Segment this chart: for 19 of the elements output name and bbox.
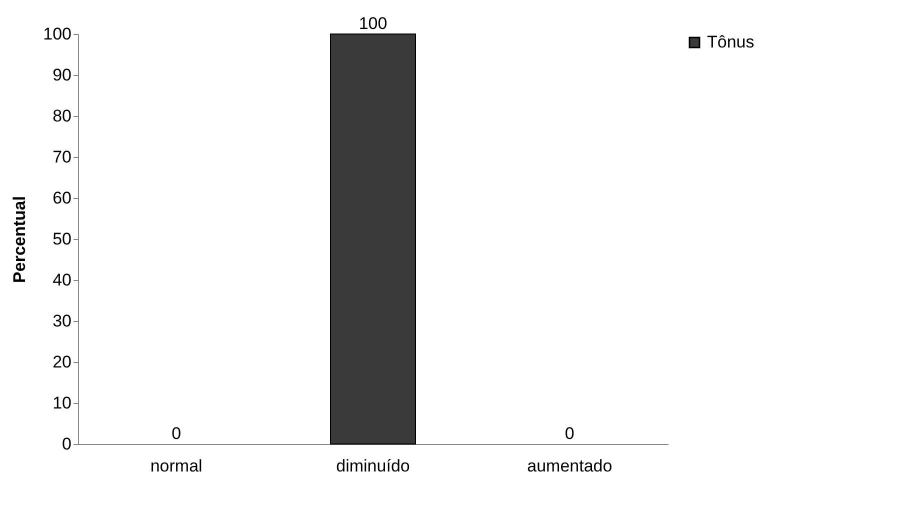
y-tick-label: 90: [52, 66, 72, 84]
x-tick-label: diminuído: [336, 456, 410, 476]
y-axis-title: Percentual: [10, 196, 30, 283]
y-tick-label: 10: [52, 394, 72, 412]
y-tick-label: 20: [52, 352, 72, 372]
y-tick-label: 100: [43, 24, 72, 44]
y-tick-label: 0: [62, 434, 72, 454]
x-tick-label: normal: [150, 456, 202, 476]
data-label: 100: [358, 14, 388, 33]
y-tick-label: 40: [52, 270, 72, 290]
y-tick-label: 50: [52, 230, 72, 248]
y-tick-label: 60: [52, 188, 72, 208]
data-label: 0: [564, 424, 574, 443]
legend-label: Tônus: [707, 32, 754, 52]
y-tick-label: 80: [52, 106, 72, 126]
x-tick-label: aumentado: [527, 456, 612, 476]
y-tick-label: 30: [52, 312, 72, 330]
data-label: 0: [172, 424, 182, 443]
y-tick-label: 70: [52, 148, 72, 166]
